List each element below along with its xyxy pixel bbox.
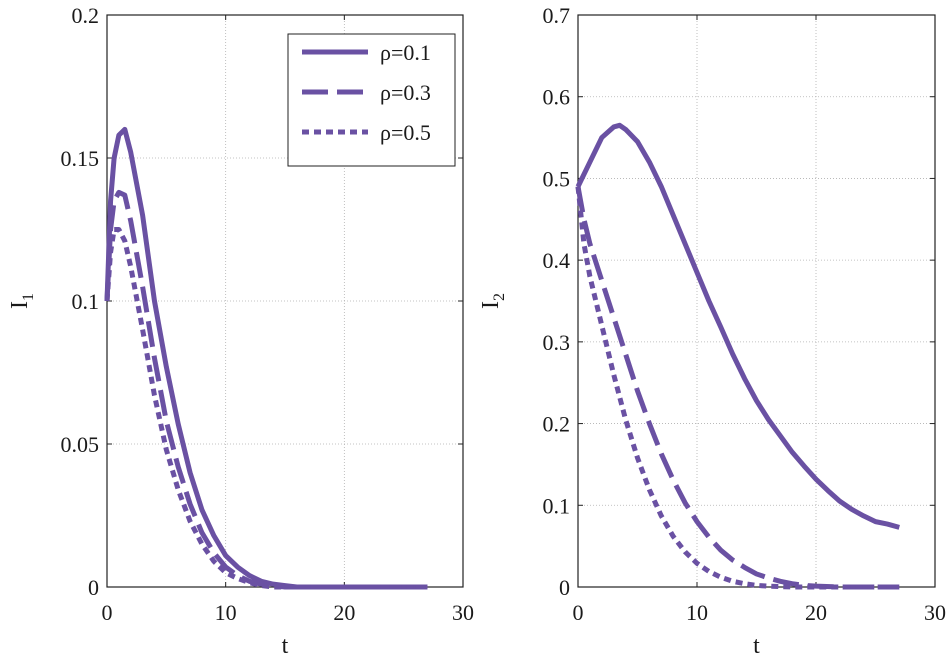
series-line-dashed xyxy=(104,189,428,590)
y-axis-label-subscript: 2 xyxy=(491,293,508,301)
x-tick-label: 0 xyxy=(573,600,584,625)
x-tick-label: 20 xyxy=(805,600,827,625)
y-axis-label-main: I xyxy=(478,301,504,309)
y-tick-label: 0 xyxy=(559,575,570,600)
y-axis-label-main: I xyxy=(7,301,33,309)
x-axis-label: t xyxy=(282,633,289,659)
axes-box xyxy=(577,14,936,588)
y-tick-label: 0.15 xyxy=(61,146,100,171)
x-tick-label: 30 xyxy=(452,600,474,625)
y-tick-label: 0.1 xyxy=(543,493,571,518)
y-axis-label-subscript: 1 xyxy=(20,293,37,301)
x-axis-label: t xyxy=(753,633,760,659)
series-line-solid xyxy=(575,122,900,530)
legend-label: ρ=0.1 xyxy=(380,40,431,65)
series-line-dotted xyxy=(575,186,900,590)
legend-label: ρ=0.5 xyxy=(380,120,431,145)
x-tick-label: 10 xyxy=(686,600,708,625)
y-axis-label: I2 xyxy=(478,293,508,309)
x-tick-label: 30 xyxy=(924,600,946,625)
left-panel-i1: 0 10 20 30 0 0.05 0.1 0.15 0.2 t I1 ρ=0.1 ρ=0.3 ρ=0.5 xyxy=(7,3,474,659)
right-panel-i2: 0 10 20 30 0 0.1 0.2 0.3 0.4 0.5 0.6 0.7 t I2 xyxy=(478,3,946,659)
x-tick-label: 10 xyxy=(215,600,237,625)
y-tick-label: 0.2 xyxy=(72,3,100,28)
y-tick-label: 0.3 xyxy=(543,330,571,355)
y-tick-label: 0.1 xyxy=(72,289,100,314)
x-tick-label: 0 xyxy=(102,600,113,625)
series-line-dashed xyxy=(575,186,900,590)
y-tick-label: 0.4 xyxy=(543,248,571,273)
x-tick-label: 20 xyxy=(333,600,355,625)
series-line-dotted xyxy=(104,227,428,590)
legend-box xyxy=(287,33,456,167)
y-tick-label: 0.05 xyxy=(61,432,100,457)
y-axis-label: I1 xyxy=(7,293,37,309)
legend-label: ρ=0.3 xyxy=(380,80,431,105)
y-tick-label: 0.7 xyxy=(543,3,571,28)
y-tick-label: 0.6 xyxy=(543,85,571,110)
y-tick-label: 0.2 xyxy=(543,412,571,437)
y-tick-label: 0.5 xyxy=(543,166,571,191)
y-tick-label: 0 xyxy=(88,575,99,600)
